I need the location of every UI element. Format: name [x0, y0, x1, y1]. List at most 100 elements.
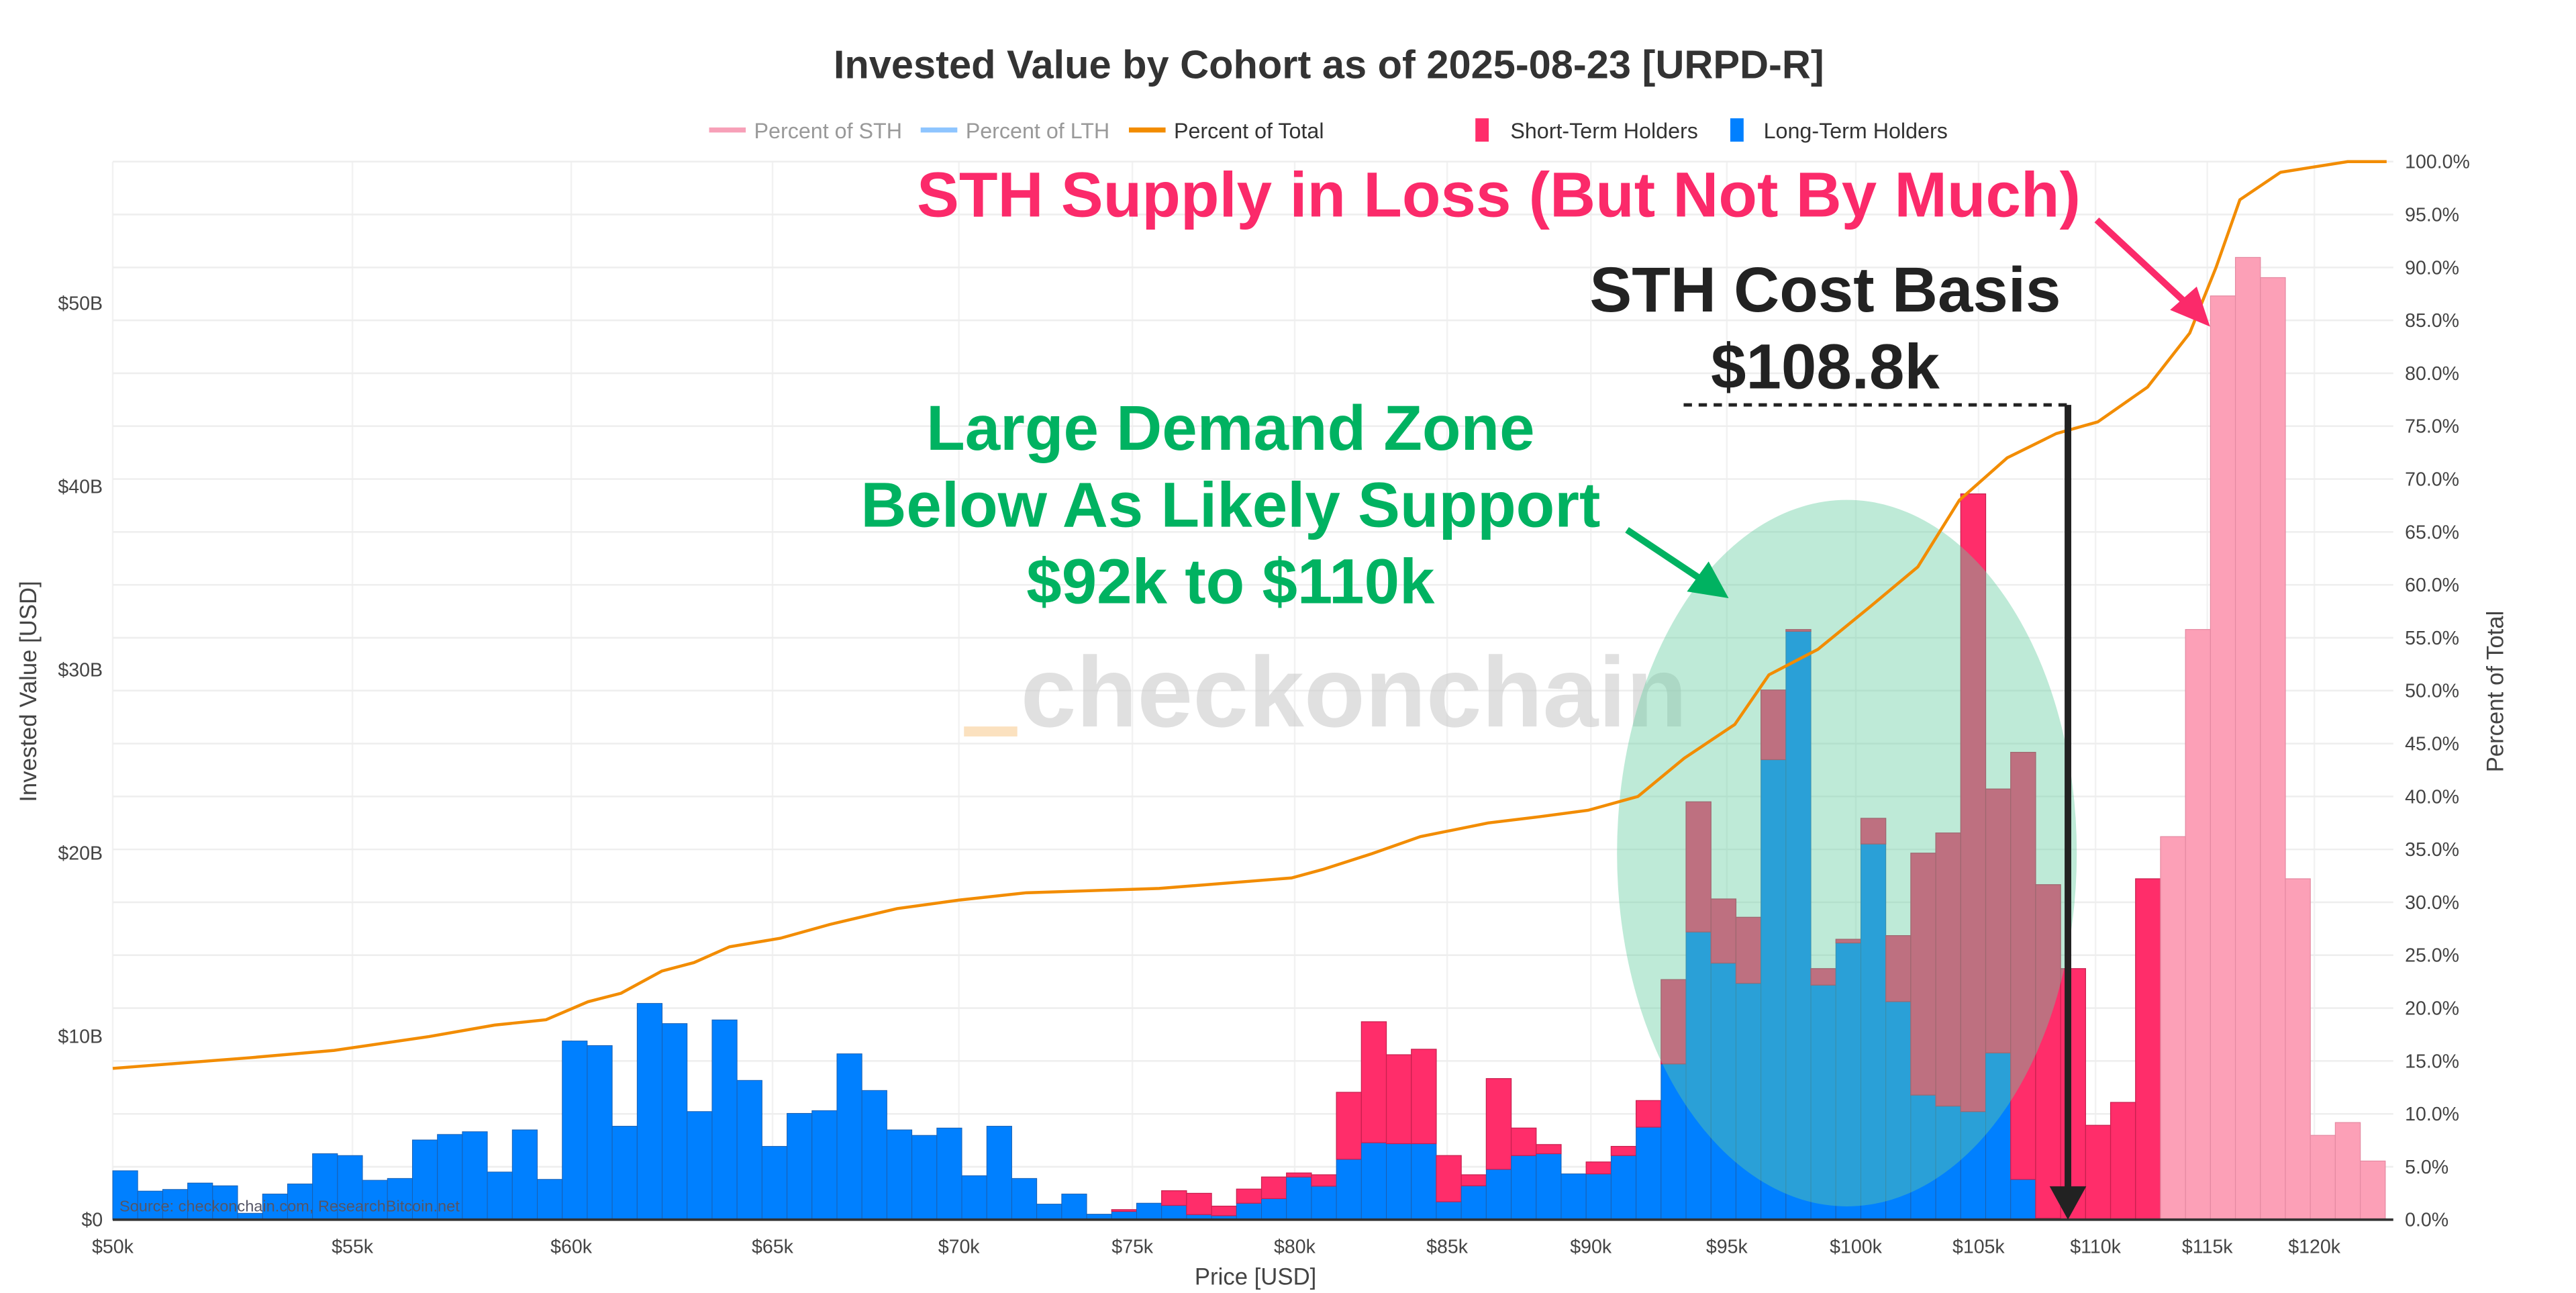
x-tick-label: $90k [1570, 1236, 1612, 1257]
legend-item-percent-total[interactable]: Percent of Total [1128, 119, 1324, 143]
legend-label: Short-Term Holders [1510, 119, 1698, 143]
x-tick-label: $120k [2288, 1236, 2340, 1257]
lth-bar [1710, 963, 1736, 1220]
legend-item-percent-sth[interactable]: Percent of STH [709, 119, 902, 143]
y-axis-ticks: $0 $10B $20B $30B $40B $50B [58, 293, 103, 1231]
sth-bar [1485, 1078, 1512, 1170]
lth-bar [537, 1179, 563, 1220]
lth-bar [936, 1127, 962, 1220]
y2-axis-title: Percent of Total [2483, 611, 2509, 773]
y2-tick-label: 65.0% [2405, 522, 2459, 543]
lth-bar [1436, 1201, 1462, 1220]
sth-bar [2334, 1122, 2361, 1220]
x-axis-title: Price [USD] [1195, 1265, 1316, 1290]
lth-bar [787, 1112, 813, 1220]
demand-zone-line-2: Below As Likely Support [860, 469, 1600, 540]
lth-bar [811, 1110, 838, 1220]
x-tick-label: $95k [1706, 1236, 1748, 1257]
lth-bar [1360, 1142, 1387, 1220]
sth-bar [1236, 1188, 1262, 1204]
y2-tick-label: 50.0% [2405, 681, 2459, 702]
lth-bar [1960, 1111, 1987, 1220]
lth-bar [711, 1019, 738, 1220]
lth-bar [636, 1003, 663, 1220]
sth-bar [2185, 629, 2211, 1220]
lth-bar [562, 1041, 588, 1220]
lth-bar [861, 1090, 887, 1220]
x-tick-label: $70k [938, 1236, 981, 1257]
y2-tick-label: 100.0% [2405, 152, 2470, 173]
lth-bar [761, 1146, 788, 1220]
demand-zone-line-3: $92k to $110k [1026, 546, 1435, 616]
sth-bar [1635, 1100, 1662, 1128]
lth-bar [1286, 1176, 1312, 1220]
legend-item-lth[interactable]: Long-Term Holders [1730, 118, 1948, 143]
lth-bar [1460, 1185, 1487, 1220]
lth-bar [1485, 1169, 1512, 1220]
sth-bar [1735, 916, 1762, 984]
sth-bar [1286, 1172, 1312, 1178]
x-tick-label: $50k [92, 1236, 134, 1257]
sth-bar [2360, 1160, 2386, 1220]
sth-bar [1111, 1209, 1138, 1212]
lth-bar [2010, 1179, 2036, 1220]
watermark: checkonchain [964, 636, 1687, 748]
lth-bar [1610, 1155, 1637, 1220]
sth-bar [1710, 898, 1737, 964]
lth-bar [337, 1155, 363, 1220]
legend-item-sth[interactable]: Short-Term Holders [1475, 118, 1698, 143]
legend-box-icon [1730, 118, 1744, 142]
lth-bar [1536, 1153, 1562, 1220]
legend-label: Percent of LTH [966, 119, 1109, 143]
bars [112, 256, 2386, 1220]
lth-bar [462, 1131, 488, 1220]
lth-bar [1136, 1202, 1162, 1220]
sth-loss-arrow [2094, 217, 2210, 327]
lth-bar [487, 1171, 513, 1220]
sth-bar [1510, 1127, 1537, 1156]
y-axis-title: Invested Value [USD] [16, 581, 42, 802]
sth-loss-annotation: STH Supply in Loss (But Not By Much) [917, 160, 2081, 230]
sth-bar [2060, 968, 2086, 1220]
sth-bar [1460, 1174, 1487, 1186]
sth-bar [1960, 493, 1987, 1112]
y2-tick-label: 45.0% [2405, 734, 2459, 755]
lth-bar [1161, 1205, 1187, 1220]
lth-bar [961, 1175, 987, 1220]
y2-tick-label: 80.0% [2405, 363, 2459, 385]
sth-bar [1411, 1049, 1437, 1145]
lth-bar [1761, 759, 1787, 1220]
sth-bar [1785, 629, 1812, 632]
sth-bar [2035, 884, 2061, 1219]
lth-bar [687, 1111, 713, 1220]
lth-bar [1061, 1194, 1087, 1220]
arrowhead-icon [2170, 286, 2210, 327]
y2-tick-label: 0.0% [2405, 1210, 2448, 1231]
sth-bar [2310, 1135, 2336, 1220]
chart-title: Invested Value by Cohort as of 2025-08-2… [834, 42, 1824, 87]
legend-item-percent-lth[interactable]: Percent of LTH [920, 119, 1110, 143]
x-tick-label: $105k [1952, 1236, 2005, 1257]
lth-bar [1885, 1001, 1912, 1220]
x-tick-label: $75k [1111, 1236, 1154, 1257]
sth-bar [1260, 1176, 1287, 1200]
lth-bar [1661, 1063, 1687, 1220]
y2-tick-label: 70.0% [2405, 469, 2459, 490]
y2-axis-ticks: 0.0% 5.0% 10.0% 15.0% 20.0% 25.0% 30.0% 35.0% 40… [2405, 152, 2470, 1231]
sth-bar [1211, 1205, 1237, 1216]
lth-bar [611, 1126, 638, 1220]
watermark-text: checkonchain [1021, 636, 1687, 748]
y2-tick-label: 85.0% [2405, 310, 2459, 332]
x-tick-label: $85k [1426, 1236, 1469, 1257]
lth-bar [736, 1080, 762, 1220]
lth-bar [1985, 1052, 2012, 1220]
lth-bar [162, 1189, 189, 1220]
cost-basis-value: $108.8k [1711, 331, 1940, 401]
y2-tick-label: 40.0% [2405, 786, 2459, 808]
sth-bar [2135, 878, 2161, 1220]
sth-bar [2110, 1102, 2136, 1220]
sth-bar [1311, 1174, 1337, 1187]
x-tick-label: $100k [1830, 1236, 1882, 1257]
demand-zone-line-1: Large Demand Zone [926, 393, 1534, 463]
